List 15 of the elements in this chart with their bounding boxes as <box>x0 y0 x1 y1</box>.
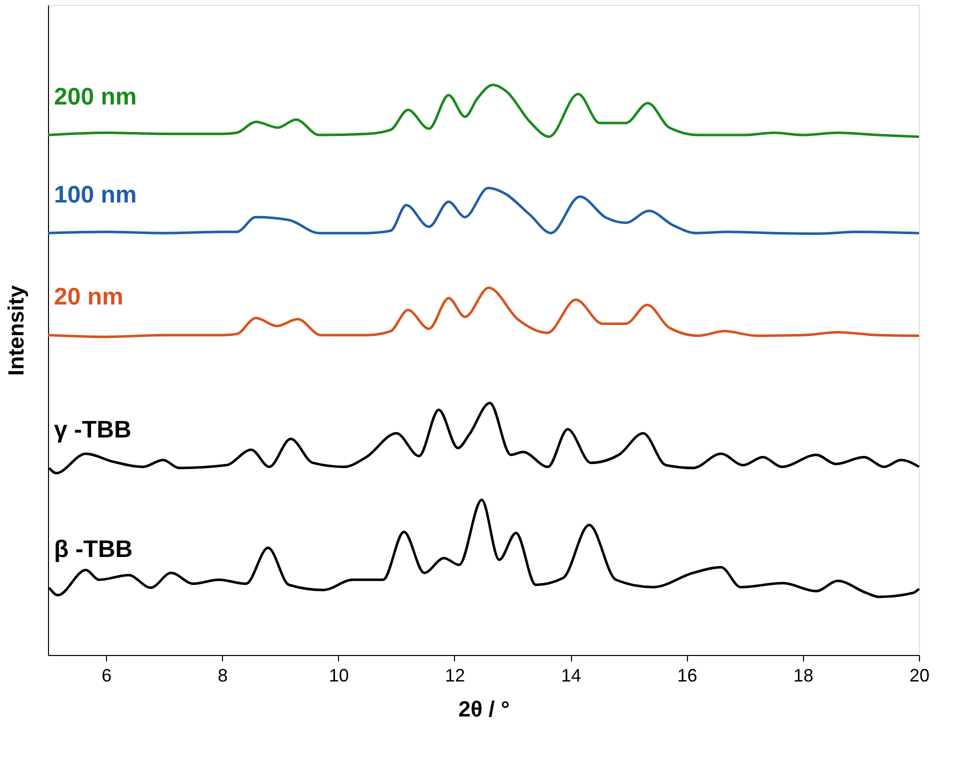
x-tick-label: 18 <box>793 666 814 686</box>
series-label: 20 nm <box>54 283 124 310</box>
series-label: β -TBB <box>54 536 133 564</box>
series-label: 100 nm <box>54 181 137 208</box>
x-axis-title: 2θ / ° <box>458 696 510 722</box>
x-tick-label: 12 <box>444 666 465 686</box>
series-label: γ -TBB <box>54 416 132 444</box>
x-tick-label: 20 <box>909 666 930 686</box>
x-tick-label: 14 <box>561 666 582 686</box>
x-tick-label: 6 <box>102 666 112 686</box>
x-tick-label: 10 <box>328 666 349 686</box>
x-tick-label: 8 <box>218 666 228 686</box>
series-label: 200 nm <box>54 83 137 110</box>
y-axis-title: Intensity <box>4 284 28 376</box>
x-tick-label: 16 <box>677 666 698 686</box>
